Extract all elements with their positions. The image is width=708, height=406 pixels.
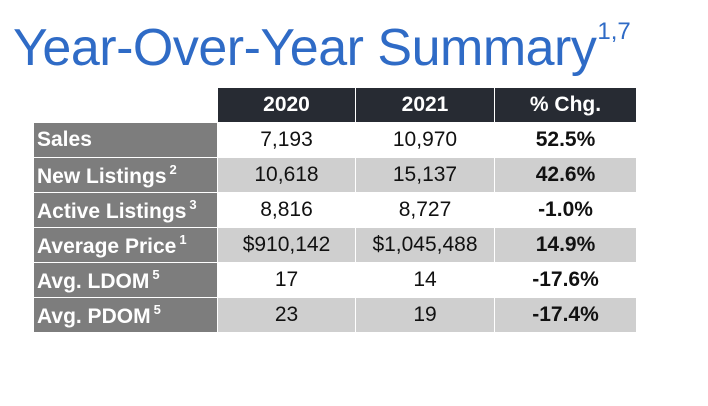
row-label-avg-pdom: Avg. PDOM 5 xyxy=(34,298,217,332)
cell-2020: 10,618 xyxy=(218,158,355,192)
cell-2020: 23 xyxy=(218,298,355,332)
cell-2021: 10,970 xyxy=(356,123,494,157)
cell-2021: 19 xyxy=(356,298,494,332)
cell-pct-change: -17.6% xyxy=(495,263,636,297)
column-header-pct-change: % Chg. xyxy=(495,88,636,122)
column-header-2021: 2021 xyxy=(356,88,494,122)
cell-2021: 15,137 xyxy=(356,158,494,192)
row-label-text: Average Price xyxy=(37,234,177,258)
row-label-new-listings: New Listings 2 xyxy=(34,158,217,192)
cell-2020: 17 xyxy=(218,263,355,297)
row-footnote: 5 xyxy=(153,301,161,317)
column-header-2020: 2020 xyxy=(218,88,355,122)
table-row-avg-pdom: Avg. PDOM 5 23 19 -17.4% xyxy=(34,298,636,332)
cell-2021: $1,045,488 xyxy=(356,228,494,262)
cell-2021: 14 xyxy=(356,263,494,297)
table-corner-cell xyxy=(34,88,217,122)
row-label-text: Active Listings xyxy=(37,199,187,223)
cell-pct-change: 42.6% xyxy=(495,158,636,192)
row-label-text: New Listings xyxy=(37,164,167,188)
row-label-avg-ldom: Avg. LDOM 5 xyxy=(34,263,217,297)
row-footnote: 2 xyxy=(169,161,177,177)
page-title: Year-Over-Year Summary1,7 xyxy=(13,2,631,78)
row-label-text: Avg. PDOM xyxy=(37,304,151,328)
summary-table: 2020 2021 % Chg. Sales 7,193 10,970 52.5… xyxy=(33,87,637,333)
row-label-text: Sales xyxy=(37,128,92,151)
cell-2020: 7,193 xyxy=(218,123,355,157)
cell-pct-change: -1.0% xyxy=(495,193,636,227)
row-label-average-price: Average Price 1 xyxy=(34,228,217,262)
row-label-sales: Sales xyxy=(34,123,217,157)
cell-2021: 8,727 xyxy=(356,193,494,227)
title-footnote: 1,7 xyxy=(597,18,631,45)
table-row-avg-ldom: Avg. LDOM 5 17 14 -17.6% xyxy=(34,263,636,297)
row-footnote: 1 xyxy=(179,231,187,247)
row-footnote: 5 xyxy=(152,266,160,282)
table-row-new-listings: New Listings 2 10,618 15,137 42.6% xyxy=(34,158,636,192)
title-text: Year-Over-Year Summary xyxy=(13,19,597,77)
cell-2020: 8,816 xyxy=(218,193,355,227)
table-row-active-listings: Active Listings 3 8,816 8,727 -1.0% xyxy=(34,193,636,227)
row-label-active-listings: Active Listings 3 xyxy=(34,193,217,227)
table-header-row: 2020 2021 % Chg. xyxy=(34,88,636,122)
row-footnote: 3 xyxy=(189,196,197,212)
row-label-text: Avg. LDOM xyxy=(37,269,150,293)
cell-pct-change: -17.4% xyxy=(495,298,636,332)
cell-pct-change: 14.9% xyxy=(495,228,636,262)
cell-pct-change: 52.5% xyxy=(495,123,636,157)
cell-2020: $910,142 xyxy=(218,228,355,262)
table-row-sales: Sales 7,193 10,970 52.5% xyxy=(34,123,636,157)
table-row-average-price: Average Price 1 $910,142 $1,045,488 14.9% xyxy=(34,228,636,262)
